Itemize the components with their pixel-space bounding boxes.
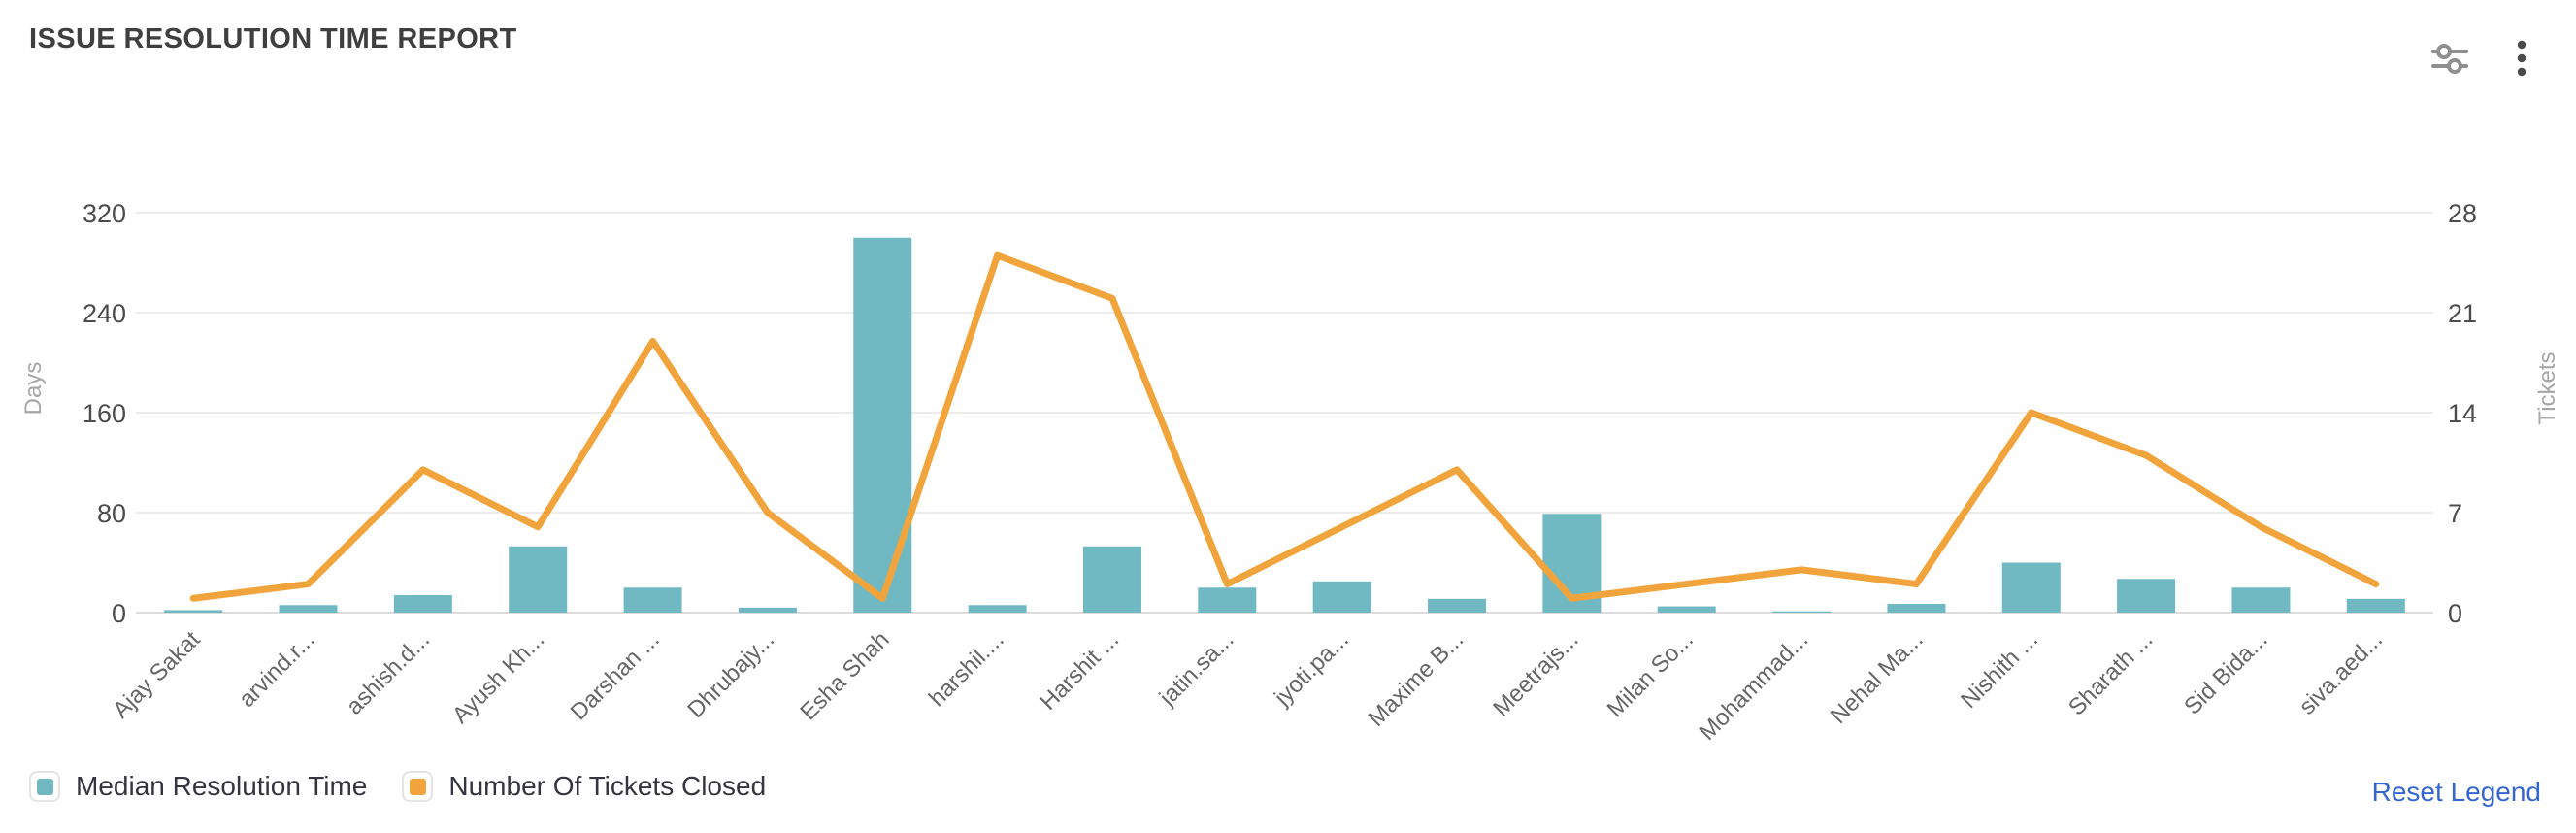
category-label: harshil.... (924, 626, 1009, 712)
category-label: Nehal Ma... (1826, 626, 1929, 729)
category-label: Nishith ... (1956, 626, 2043, 714)
bar-Nehal Ma... (1887, 603, 1946, 613)
category-label: Ayush Kh... (447, 626, 550, 729)
legend-checkbox[interactable] (29, 771, 60, 802)
bar-Darshan ... (623, 587, 682, 613)
x-axis-category-labels: Ajay Sakat arvind.r... ashish.d... Ayush Kh… (108, 626, 2388, 746)
bar-jyoti.pa... (1312, 581, 1371, 613)
category-label: Dhrubajy... (682, 626, 779, 723)
report-header: ISSUE RESOLUTION TIME REPORT (0, 0, 2576, 97)
left-axis-tick: 160 (83, 399, 126, 428)
line-tickets-closed (189, 251, 2380, 602)
category-label: Sharath ... (2064, 626, 2158, 720)
category-label: Milan So... (1602, 626, 1699, 722)
page-title: ISSUE RESOLUTION TIME REPORT (29, 23, 517, 54)
category-label: Meetrajs... (1488, 626, 1583, 721)
bar-harshil.... (968, 605, 1027, 613)
left-axis-name: Days (20, 362, 47, 416)
chart-settings-sliders-icon[interactable] (2428, 37, 2471, 80)
legend-item-tickets-closed[interactable]: Number Of Tickets Closed (402, 771, 766, 802)
bar-Harshit ... (1082, 546, 1141, 613)
bar-Esha Shah (853, 237, 912, 613)
more-options-kebab-icon[interactable] (2500, 37, 2543, 80)
left-axis-tick: 240 (83, 299, 126, 328)
left-axis-tick: 0 (112, 599, 126, 628)
legend-label: Median Resolution Time (76, 771, 368, 801)
legend-color-swatch (409, 778, 426, 795)
chart-legend: Median Resolution Time Number Of Tickets … (29, 771, 766, 802)
category-label: ashish.d... (342, 626, 435, 719)
resolution-time-chart: 0 0 80 7 160 14 240 21 320 28 Days Tickets Ajay Saka… (0, 87, 2576, 757)
bar-Ajay Sakat (164, 610, 223, 613)
left-axis-tick: 320 (83, 199, 126, 228)
bar-jatin.sa... (1198, 587, 1257, 613)
category-label: jatin.sa... (1154, 626, 1239, 712)
right-axis-name: Tickets (2534, 351, 2560, 424)
header-actions (2428, 37, 2543, 80)
legend-color-swatch (36, 778, 53, 795)
category-label: siva.aed... (2295, 626, 2388, 719)
category-label: Darshan ... (566, 626, 665, 725)
bar-Sharath ... (2117, 579, 2176, 613)
bar-Sid Bida... (2231, 587, 2291, 613)
bar-ashish.d... (393, 594, 452, 613)
category-label: jyoti.pa... (1269, 626, 1354, 712)
bar-siva.aed... (2346, 598, 2405, 613)
category-label: Maxime B... (1364, 626, 1470, 732)
category-label: Ajay Sakat (108, 626, 205, 723)
chart-canvas: 0 0 80 7 160 14 240 21 320 28 Days Tickets Ajay Saka… (20, 199, 2560, 746)
legend-label: Number Of Tickets Closed (448, 771, 767, 801)
kebab-icon (2517, 40, 2526, 77)
axis-tick-labels: 0 0 80 7 160 14 240 21 320 28 (83, 199, 2477, 628)
bar-Milan So... (1657, 606, 1716, 613)
right-axis-tick: 7 (2448, 499, 2462, 528)
bar-arvind.r... (279, 605, 338, 613)
bar-Nishith ... (2001, 562, 2061, 613)
bar-Ayush Kh... (509, 546, 568, 613)
legend-checkbox[interactable] (402, 771, 434, 802)
bar-Maxime B... (1428, 598, 1487, 613)
category-label: Harshit ... (1036, 626, 1125, 716)
category-label: Esha Shah (795, 626, 894, 725)
bar-Dhrubajy... (738, 607, 797, 613)
category-label: arvind.r... (234, 626, 320, 713)
right-axis-tick: 0 (2448, 599, 2462, 628)
right-axis-tick: 28 (2448, 199, 2477, 228)
left-axis-tick: 80 (97, 499, 126, 528)
right-axis-tick: 21 (2448, 299, 2477, 328)
category-label: Mohammad... (1694, 626, 1813, 746)
category-label: Sid Bida... (2179, 626, 2272, 719)
right-axis-tick: 14 (2448, 399, 2477, 428)
legend-item-median-resolution-time[interactable]: Median Resolution Time (29, 771, 367, 802)
reset-legend-link[interactable]: Reset Legend (2371, 777, 2541, 807)
sliders-icon (2431, 44, 2468, 74)
bar-Mohammad... (1772, 611, 1832, 613)
